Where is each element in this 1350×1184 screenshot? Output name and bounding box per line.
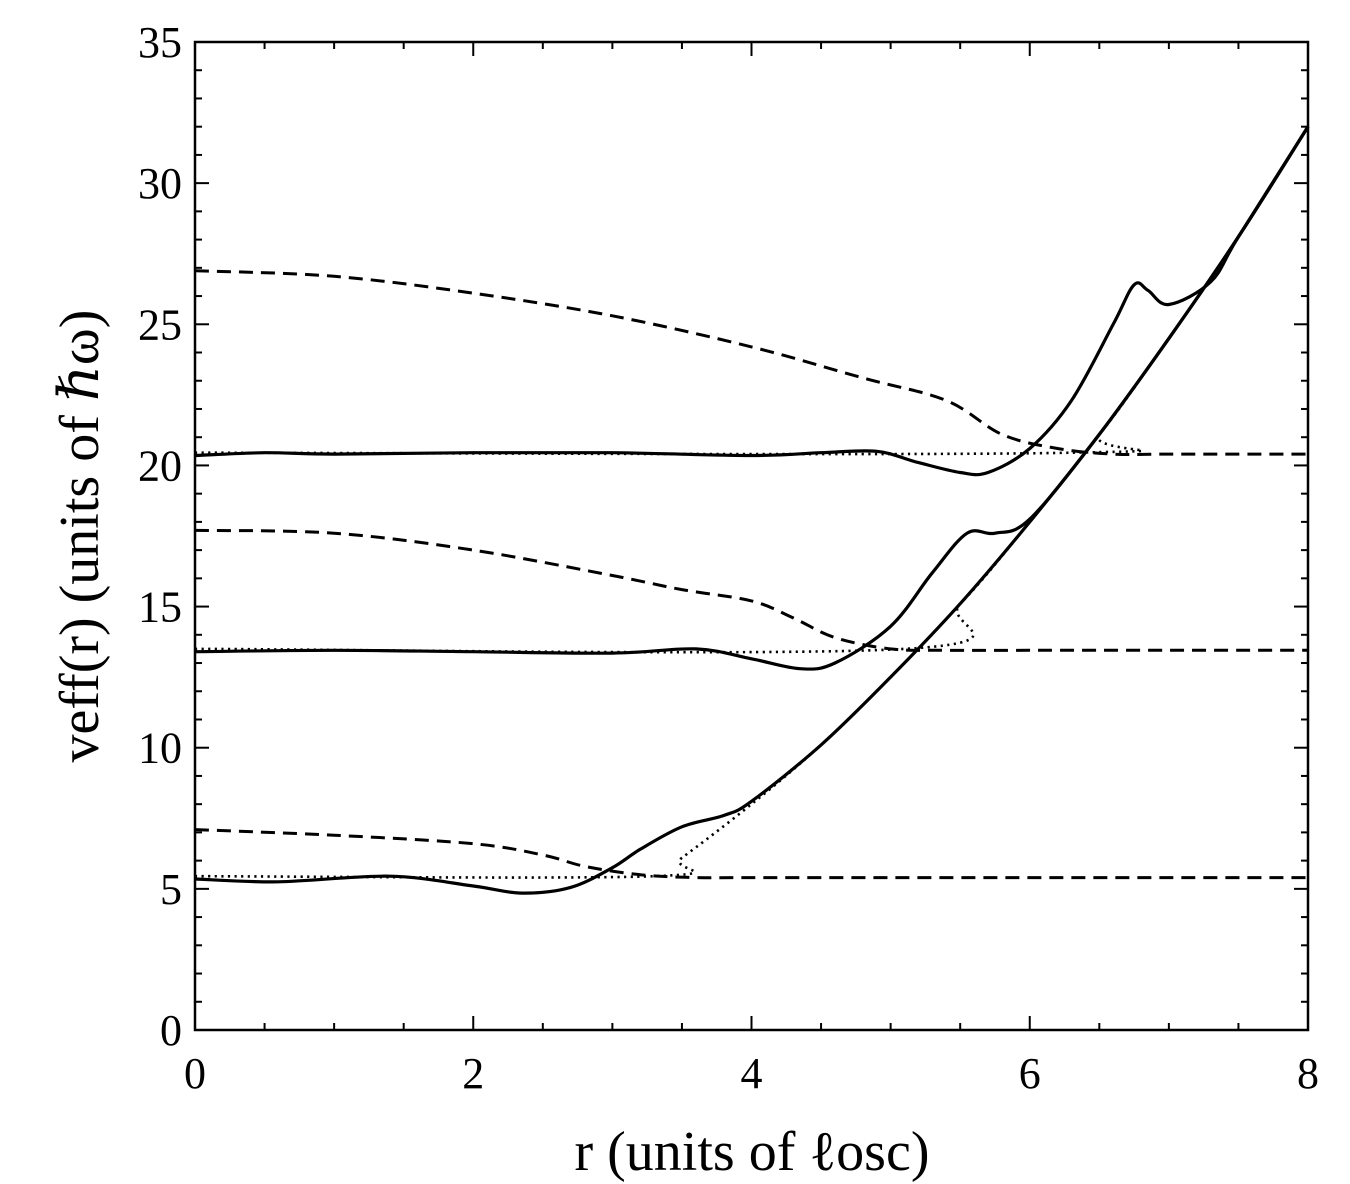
y-tick-label: 35 <box>138 18 182 67</box>
y-tick-label: 0 <box>160 1006 182 1055</box>
solid-curve-7 <box>194 125 1310 895</box>
chart-curves <box>194 125 1310 895</box>
y-tick-label: 15 <box>138 583 182 632</box>
solid-curve-8 <box>194 125 1310 671</box>
y-axis-label: veff(r) (units of ℏω) <box>49 310 111 763</box>
x-tick-label: 6 <box>1019 1049 1041 1098</box>
dotted-curve-1 <box>194 126 1310 879</box>
x-tick-label: 0 <box>184 1049 206 1098</box>
dotted-curve-2 <box>194 126 1310 654</box>
y-tick-label: 10 <box>138 724 182 773</box>
dashed-curve-6 <box>194 269 1308 457</box>
dashed-curve-4 <box>194 828 1308 880</box>
x-tick-label: 8 <box>1297 1049 1319 1098</box>
tick-labels: 0 2 4 6 8 0 5 10 15 20 25 30 35 <box>138 18 1319 1098</box>
x-axis-label: r (units of ℓosc) <box>575 1121 930 1183</box>
dotted-curve-3 <box>194 126 1310 456</box>
x-tick-label: 4 <box>741 1049 763 1098</box>
y-tick-label: 30 <box>138 159 182 208</box>
x-tick-label: 2 <box>462 1049 484 1098</box>
solid-curve-9 <box>194 125 1310 477</box>
y-tick-label: 25 <box>138 300 182 349</box>
axis-ticks <box>194 41 1309 1031</box>
dashed-curve-5 <box>194 528 1308 652</box>
y-tick-label: 5 <box>160 865 182 914</box>
y-tick-label: 20 <box>138 441 182 490</box>
